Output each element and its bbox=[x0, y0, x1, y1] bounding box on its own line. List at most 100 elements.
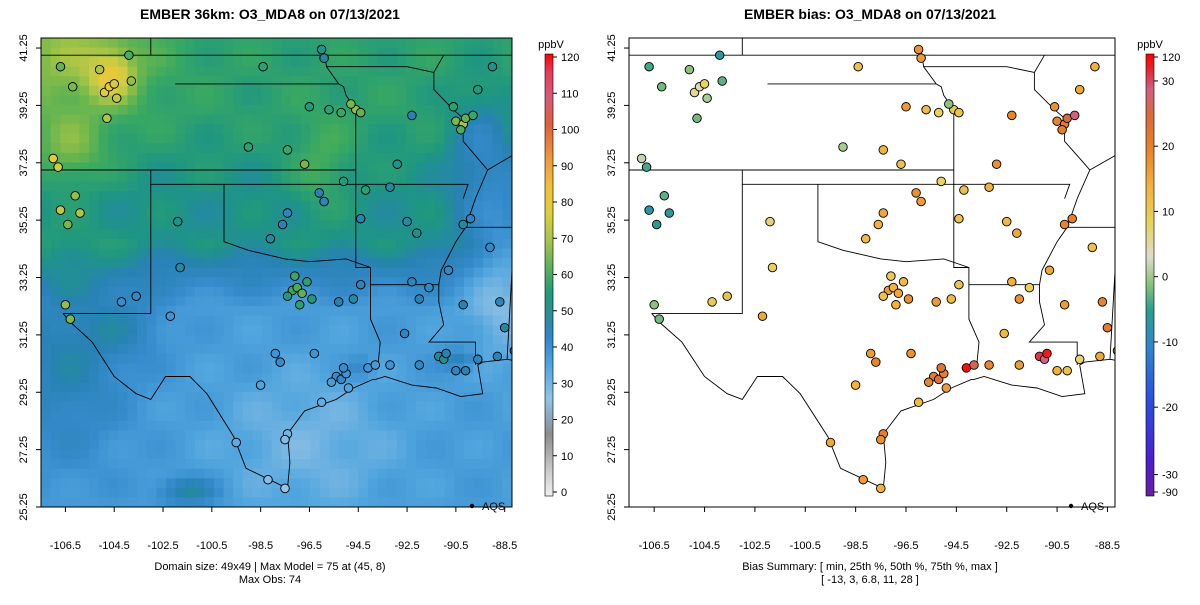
heatmap-cell bbox=[50, 219, 61, 231]
heatmap-cell bbox=[377, 468, 388, 479]
heatmap-cell bbox=[204, 277, 215, 288]
heatmap-cell bbox=[338, 286, 350, 298]
heatmap-cell bbox=[319, 85, 330, 97]
heatmap-cell bbox=[79, 133, 90, 144]
heatmap-cell bbox=[358, 325, 369, 336]
heatmap-cell bbox=[387, 449, 398, 460]
heatmap-cell bbox=[242, 296, 254, 307]
heatmap-cell bbox=[214, 401, 225, 412]
heatmap-cell bbox=[492, 143, 503, 154]
heatmap-cell bbox=[377, 267, 388, 278]
heatmap-cell bbox=[127, 315, 138, 326]
heatmap-cell bbox=[233, 459, 244, 470]
heatmap-cell bbox=[79, 152, 90, 164]
heatmap-cell bbox=[290, 296, 302, 307]
heatmap-cell bbox=[165, 219, 177, 231]
heatmap-cell bbox=[98, 286, 109, 298]
heatmap-cell bbox=[98, 95, 109, 106]
heatmap-cell bbox=[463, 440, 475, 451]
heatmap-cell bbox=[262, 392, 273, 403]
heatmap-cell bbox=[50, 334, 61, 345]
heatmap-cell bbox=[204, 267, 215, 278]
heatmap-cell bbox=[329, 430, 340, 441]
heatmap-cell bbox=[502, 459, 512, 470]
heatmap-cell bbox=[329, 449, 340, 460]
obs-point bbox=[451, 365, 461, 376]
x-tick-label: -100.5 bbox=[196, 540, 227, 552]
heatmap-cell bbox=[233, 296, 244, 307]
heatmap-cell bbox=[98, 411, 109, 422]
y-tick-label: 25.25 bbox=[606, 493, 618, 521]
heatmap-cell bbox=[290, 248, 302, 259]
heatmap-cell bbox=[502, 296, 512, 307]
heatmap-cell bbox=[396, 315, 407, 326]
heatmap-cell bbox=[242, 239, 254, 250]
heatmap-cell bbox=[108, 85, 119, 97]
heatmap-cell bbox=[300, 210, 311, 221]
heatmap-cell bbox=[415, 267, 427, 278]
heatmap-cell bbox=[127, 459, 138, 470]
heatmap-cell bbox=[127, 277, 138, 288]
heatmap-cell bbox=[367, 353, 379, 365]
heatmap-cell bbox=[242, 172, 254, 183]
heatmap-cell bbox=[425, 95, 436, 106]
heatmap-cell bbox=[406, 200, 417, 211]
heatmap-cell bbox=[358, 248, 369, 259]
heatmap-cell bbox=[483, 124, 494, 135]
bias-point bbox=[651, 219, 662, 230]
colorbar-tick-label: 50 bbox=[561, 306, 573, 318]
heatmap-cell bbox=[290, 478, 302, 489]
heatmap-cell bbox=[290, 95, 302, 106]
heatmap-cell bbox=[435, 315, 446, 326]
heatmap-cell bbox=[41, 478, 52, 489]
heatmap-cell bbox=[377, 47, 388, 58]
heatmap-cell bbox=[262, 344, 273, 355]
heatmap-cell bbox=[262, 487, 273, 499]
heatmap-cell bbox=[117, 334, 129, 345]
heatmap-cell bbox=[194, 248, 206, 259]
heatmap-cell bbox=[117, 114, 129, 125]
heatmap-cell bbox=[89, 373, 100, 384]
bias-point bbox=[1062, 365, 1072, 376]
heatmap-cell bbox=[252, 47, 263, 58]
heatmap-cell bbox=[473, 315, 484, 326]
model-plot-frame bbox=[40, 37, 513, 508]
colorbar-tick-label: 10 bbox=[561, 451, 573, 463]
heatmap-cell bbox=[223, 468, 234, 479]
bias-point bbox=[991, 159, 1002, 169]
state-border bbox=[1028, 284, 1078, 365]
heatmap-cell bbox=[41, 334, 52, 345]
heatmap-cell bbox=[89, 85, 100, 97]
heatmap-cell bbox=[252, 258, 263, 269]
heatmap-cell bbox=[483, 114, 494, 125]
heatmap-cell bbox=[329, 459, 340, 470]
heatmap-cell bbox=[79, 315, 90, 326]
heatmap-cell bbox=[387, 105, 398, 116]
heatmap-cell bbox=[156, 382, 167, 393]
heatmap-cell bbox=[214, 382, 225, 393]
heatmap-cell bbox=[194, 401, 206, 412]
heatmap-cell bbox=[137, 258, 148, 269]
heatmap-cell bbox=[473, 152, 484, 164]
heatmap-cell bbox=[377, 124, 388, 135]
heatmap-cell bbox=[338, 353, 350, 365]
heatmap-cell bbox=[69, 344, 81, 355]
heatmap-cell bbox=[290, 152, 302, 164]
heatmap-cell bbox=[223, 459, 234, 470]
heatmap-cell bbox=[377, 105, 388, 116]
bias-point bbox=[906, 348, 916, 359]
heatmap-cell bbox=[108, 172, 119, 183]
heatmap-cell bbox=[165, 143, 177, 154]
heatmap-cell bbox=[79, 258, 90, 269]
heatmap-cell bbox=[146, 210, 157, 221]
heatmap-cell bbox=[367, 66, 379, 77]
heatmap-cell bbox=[185, 363, 196, 374]
heatmap-cell bbox=[310, 334, 321, 345]
heatmap-cell bbox=[60, 200, 71, 211]
heatmap-cell bbox=[463, 487, 475, 499]
bias-point bbox=[707, 297, 717, 307]
heatmap-cell bbox=[290, 344, 302, 355]
heatmap-cell bbox=[502, 210, 512, 221]
heatmap-cell bbox=[185, 114, 196, 125]
heatmap-cell bbox=[425, 124, 436, 135]
